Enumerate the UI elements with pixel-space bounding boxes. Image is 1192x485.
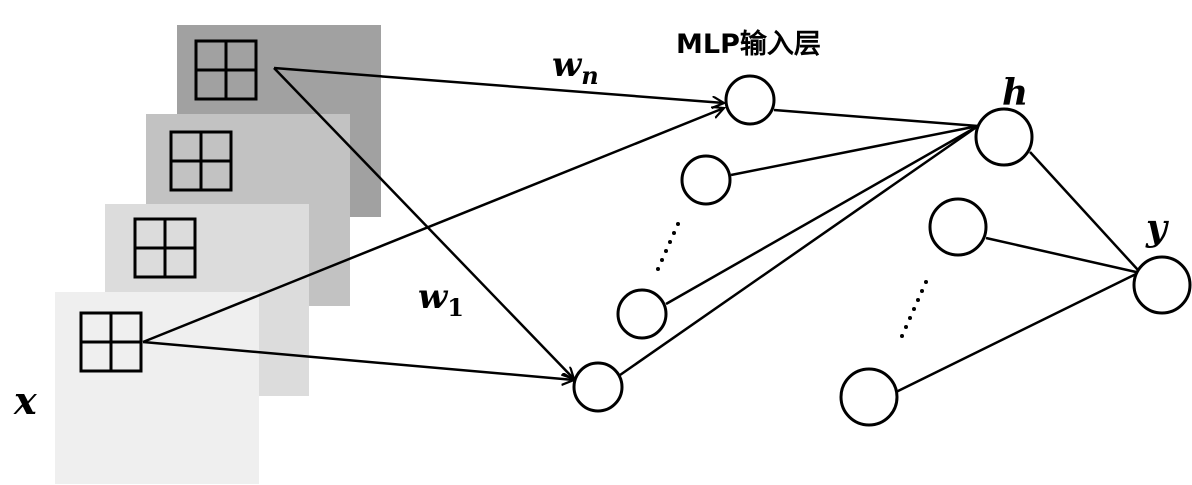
label-w-1: w1 (418, 277, 464, 322)
feature-map-sheet-1 (55, 292, 259, 484)
arrow-patch1-to-top-neuron (142, 108, 724, 344)
arrow-patch1-to-bottom-neuron (142, 340, 574, 380)
label-y: y (1145, 207, 1169, 249)
patch-grid-1 (79, 311, 143, 373)
ellipsis-hidden-layer (900, 280, 928, 338)
input-neuron-2 (680, 154, 732, 206)
input-neuron-1 (724, 74, 776, 126)
edge-hid3-y (895, 272, 1137, 394)
patch-grid-2 (133, 217, 197, 279)
output-neuron-y (1132, 255, 1192, 315)
label-w-n: wn (552, 45, 599, 90)
edge-in1-h (773, 108, 979, 128)
edge-in4-h (619, 124, 979, 377)
patch-grid-4 (194, 39, 258, 101)
ellipsis-input-layer (656, 222, 680, 271)
mlp-input-layer-title: MLP输入层 (676, 28, 821, 60)
hidden-neuron-h (974, 107, 1034, 167)
edge-in3-h (665, 124, 979, 306)
arrow-patch4-to-top-neuron (273, 66, 724, 103)
edge-h-y (1029, 151, 1139, 271)
arrow-patch4-to-bottom-neuron (273, 67, 574, 379)
label-h: h (1002, 72, 1028, 114)
input-neuron-4 (572, 361, 624, 413)
patch-grid-3 (169, 130, 233, 192)
hidden-neuron-2 (928, 197, 988, 257)
edge-hid2-y (985, 236, 1137, 274)
input-neuron-3 (616, 288, 668, 340)
edge-in2-h (730, 124, 979, 177)
label-x: x (13, 378, 38, 423)
hidden-neuron-3 (839, 367, 899, 427)
